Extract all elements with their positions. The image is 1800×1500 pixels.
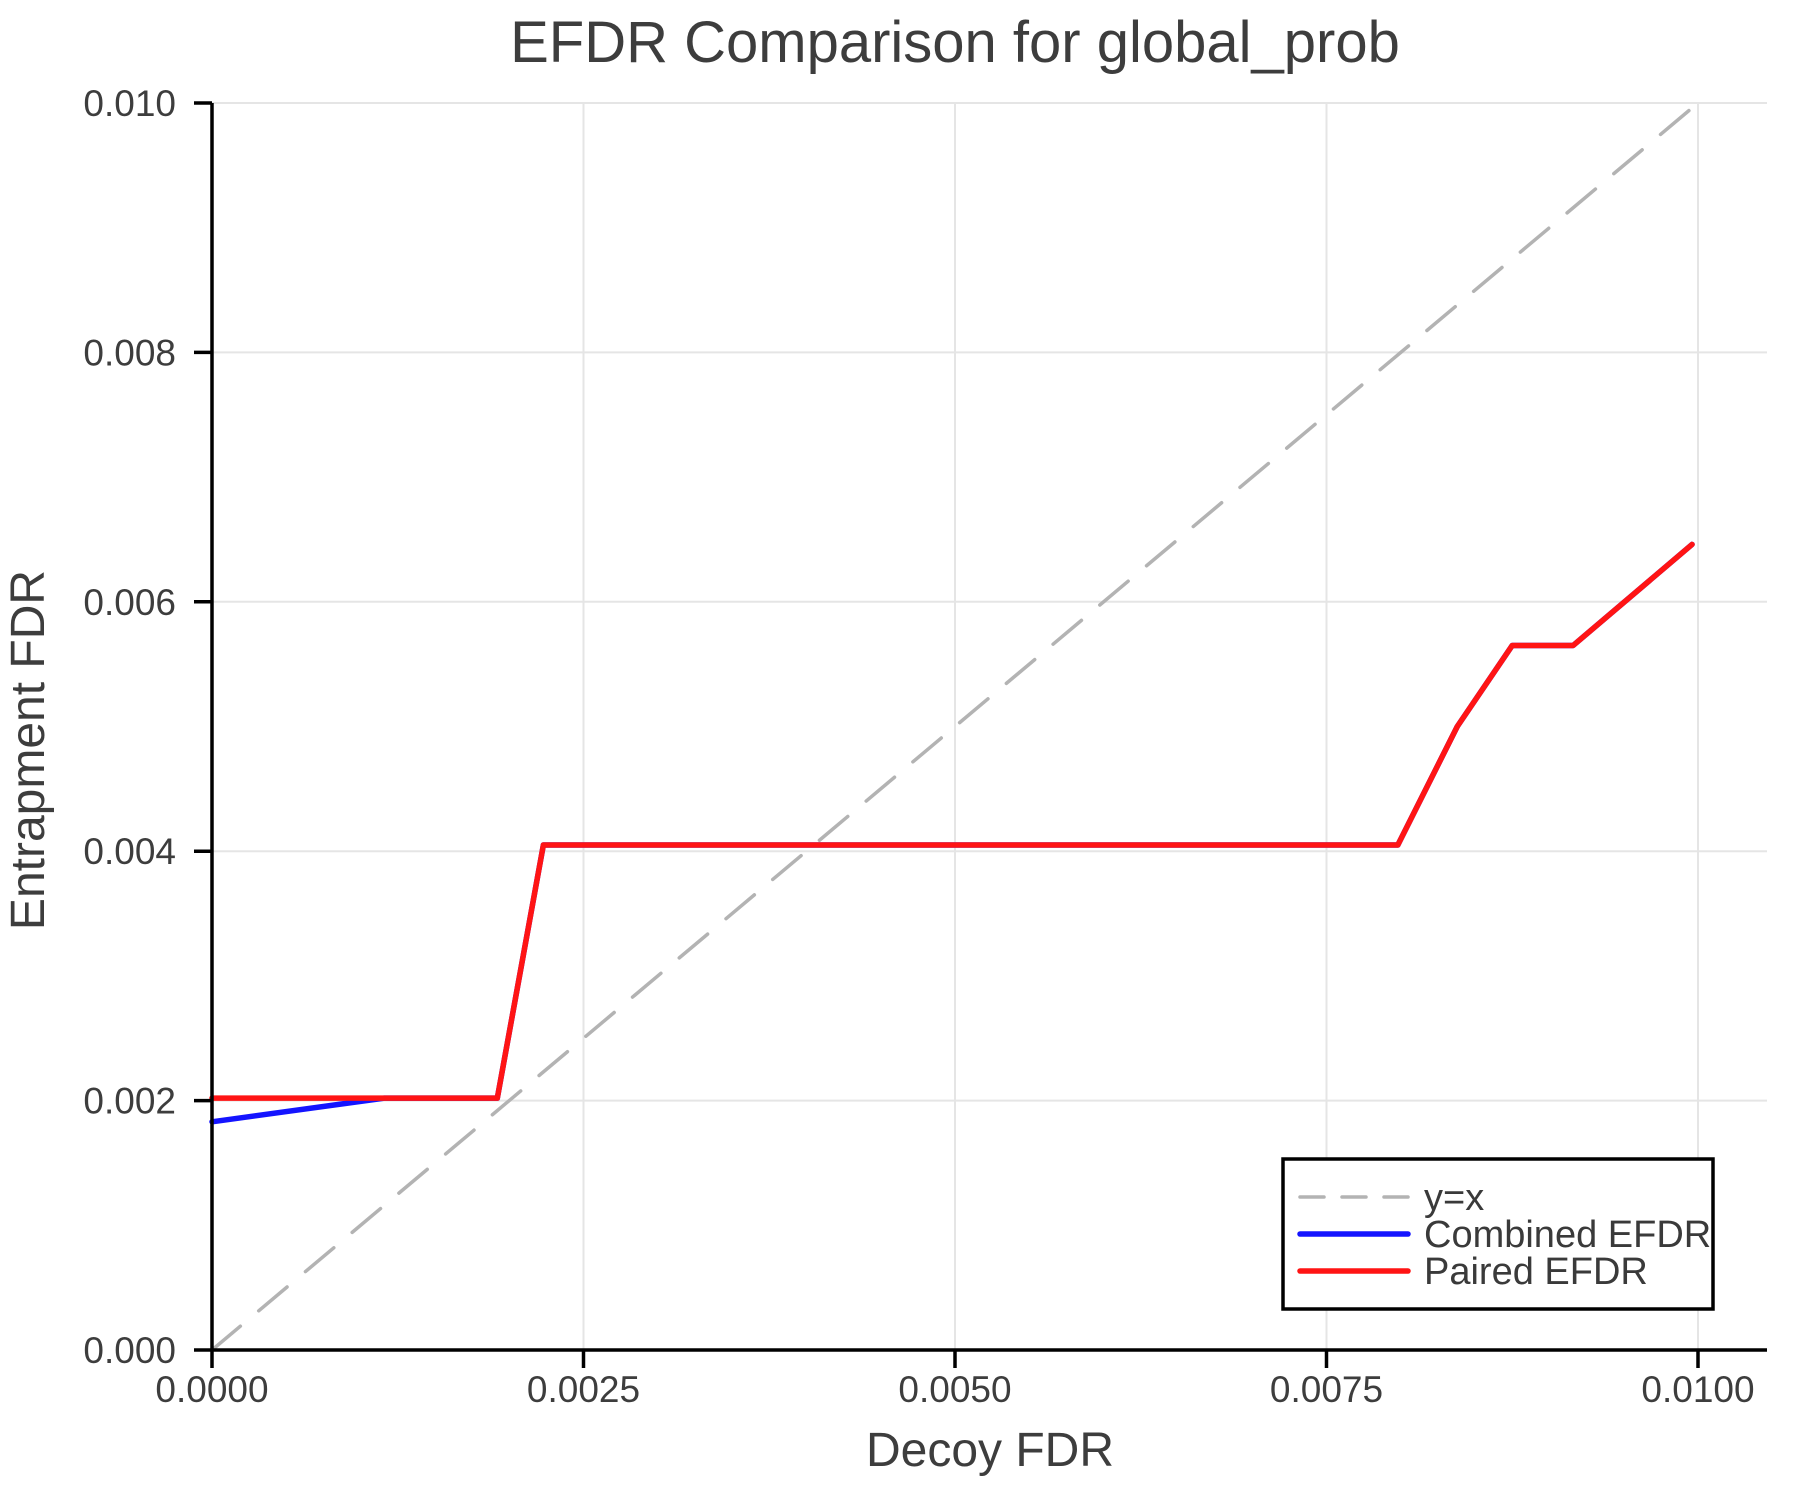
x-tick-label: 0.0075 xyxy=(1270,1369,1383,1410)
axes xyxy=(194,101,1767,1368)
legend-label: y=x xyxy=(1424,1177,1484,1219)
y-tick-label: 0.000 xyxy=(83,1330,176,1371)
y-axis-label: Entrapment FDR xyxy=(2,570,55,930)
series-lines xyxy=(209,101,1700,1352)
x-axis-label: Decoy FDR xyxy=(866,1424,1114,1477)
legend-label: Paired EFDR xyxy=(1424,1251,1648,1293)
x-tick-label: 0.0050 xyxy=(898,1369,1011,1410)
x-tick-label: 0.0100 xyxy=(1641,1369,1754,1410)
series-line-combined-efdr xyxy=(209,541,1695,1125)
tick-labels: 0.0000 0.0025 0.0050 0.0075 0.0100 0.000 0.002… xyxy=(83,83,1754,1410)
series-line-y-x xyxy=(210,101,1700,1352)
y-tick-label: 0.004 xyxy=(83,831,176,872)
y-tick-label: 0.006 xyxy=(83,582,176,623)
x-tick-label: 0.0000 xyxy=(155,1369,268,1410)
chart-title: EFDR Comparison for global_prob xyxy=(510,10,1400,75)
y-tick-label: 0.008 xyxy=(83,332,176,373)
y-tick-label: 0.010 xyxy=(83,83,176,124)
x-tick-label: 0.0025 xyxy=(527,1369,640,1410)
legend-label: Combined EFDR xyxy=(1424,1214,1711,1256)
y-tick-label: 0.002 xyxy=(83,1081,176,1122)
series-line-paired-efdr xyxy=(209,541,1695,1101)
